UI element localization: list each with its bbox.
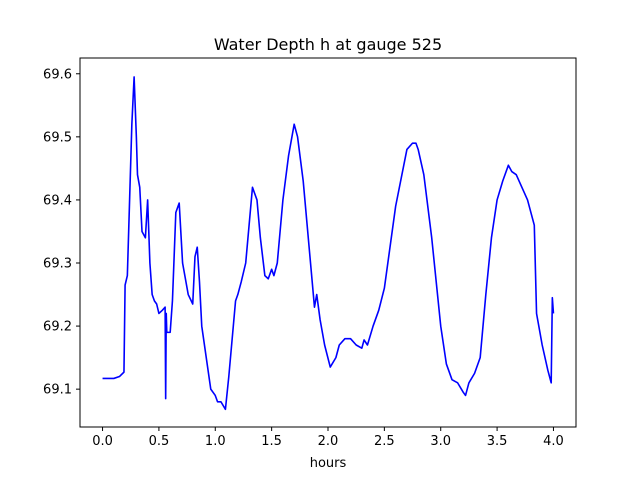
x-tick-label: 1.0 [205, 434, 226, 449]
y-tick-label: 69.4 [43, 193, 72, 208]
series-line-0 [102, 76, 555, 411]
y-tick-label: 69.2 [43, 320, 72, 335]
series-layer [102, 76, 555, 411]
x-axis-label: hours [310, 456, 347, 471]
x-tick-label: 0.0 [92, 434, 113, 449]
x-tick-label: 4.0 [543, 434, 564, 449]
x-axis: 0.0 0.5 1.0 1.5 2.0 2.5 3.0 3.5 4.0 [92, 427, 564, 449]
x-tick-label: 3.5 [487, 434, 508, 449]
x-tick-label: 2.0 [318, 434, 339, 449]
chart-title: Water Depth h at gauge 525 [214, 35, 442, 54]
y-tick-label: 69.6 [43, 67, 72, 82]
y-axis: 69.1 69.2 69.3 69.4 69.5 69.6 [43, 67, 80, 398]
x-tick-label: 1.5 [261, 434, 282, 449]
y-tick-label: 69.5 [43, 130, 72, 145]
x-tick-label: 0.5 [149, 434, 170, 449]
x-tick-label: 3.0 [430, 434, 451, 449]
x-tick-label: 2.5 [374, 434, 395, 449]
y-tick-label: 69.1 [43, 383, 72, 398]
y-tick-label: 69.3 [43, 257, 72, 272]
